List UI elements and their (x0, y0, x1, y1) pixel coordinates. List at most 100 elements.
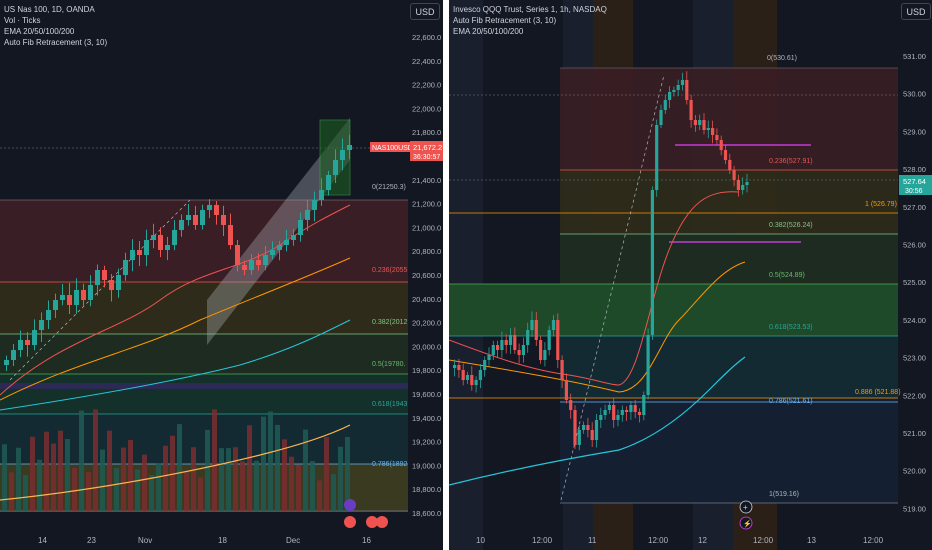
candle-body[interactable] (179, 220, 184, 230)
candle-body[interactable] (728, 160, 732, 170)
candle-body[interactable] (745, 182, 749, 185)
lightning-icon[interactable] (739, 516, 753, 530)
qqq-hourly-chart[interactable]: 531.00 530.00 529.00 528.00 527.00 526.00 525.… (449, 0, 932, 550)
candle-body[interactable] (487, 355, 491, 360)
event-icon[interactable] (344, 499, 356, 511)
candle-body[interactable] (698, 120, 702, 125)
candle-body[interactable] (465, 375, 470, 380)
candle-body[interactable] (461, 370, 465, 380)
candle-body[interactable] (298, 220, 303, 235)
candle-body[interactable] (513, 335, 517, 350)
candle-body[interactable] (347, 145, 352, 150)
candle-body[interactable] (603, 410, 607, 415)
candle-body[interactable] (521, 345, 525, 355)
candle-body[interactable] (67, 295, 72, 305)
candle-body[interactable] (39, 320, 44, 330)
candle-body[interactable] (137, 250, 142, 255)
candle-body[interactable] (228, 225, 233, 245)
candle-body[interactable] (60, 295, 65, 300)
candle-body[interactable] (685, 80, 689, 100)
candle-body[interactable] (18, 340, 23, 350)
candle-body[interactable] (123, 260, 128, 275)
candle-body[interactable] (470, 375, 474, 385)
candle-body[interactable] (326, 175, 331, 190)
pane-divider[interactable] (443, 0, 449, 550)
candle-body[interactable] (130, 250, 135, 260)
currency-button[interactable]: USD (410, 3, 440, 20)
candle-body[interactable] (564, 380, 568, 400)
candle-body[interactable] (158, 235, 163, 250)
candle-body[interactable] (478, 370, 482, 380)
candle-body[interactable] (172, 230, 177, 245)
volume-indicator-label[interactable]: Vol · Ticks (4, 16, 41, 25)
candle-body[interactable] (526, 330, 530, 345)
candle-body[interactable] (672, 90, 676, 92)
candle-body[interactable] (491, 345, 495, 355)
candle-body[interactable] (723, 150, 728, 160)
candle-body[interactable] (689, 100, 693, 120)
candle-body[interactable] (508, 335, 513, 345)
candle-body[interactable] (235, 245, 240, 265)
candle-body[interactable] (577, 430, 581, 445)
add-icon[interactable] (739, 500, 753, 514)
candle-body[interactable] (263, 255, 268, 265)
candle-body[interactable] (732, 170, 736, 180)
candle-body[interactable] (102, 270, 107, 280)
candle-body[interactable] (270, 250, 275, 255)
candle-body[interactable] (517, 350, 521, 355)
qqq-chart-canvas[interactable]: 531.00 530.00 529.00 528.00 527.00 526.00 525.… (449, 0, 932, 550)
candles[interactable] (453, 71, 749, 451)
candle-body[interactable] (319, 190, 324, 200)
candle-body[interactable] (668, 92, 672, 100)
nas100-daily-chart[interactable]: 22,600.0 22,400.0 22,200.0 22,000.0 21,800.0… (0, 0, 443, 550)
candle-body[interactable] (534, 320, 538, 340)
candle-body[interactable] (590, 430, 594, 440)
candle-body[interactable] (214, 205, 219, 215)
candle-body[interactable] (637, 412, 642, 415)
candle-body[interactable] (249, 260, 254, 270)
candle-body[interactable] (483, 360, 487, 370)
candle-body[interactable] (620, 410, 624, 415)
fib-indicator-label[interactable]: Auto Fib Retracement (3, 10) (453, 16, 557, 25)
candle-body[interactable] (25, 340, 30, 345)
candle-body[interactable] (586, 425, 590, 430)
candle-body[interactable] (693, 120, 697, 125)
symbol-title[interactable]: Invesco QQQ Trust, Series 1, 1h, NASDAQ (453, 5, 607, 14)
candle-body[interactable] (457, 365, 461, 370)
candle-body[interactable] (333, 160, 338, 175)
candle-body[interactable] (95, 270, 100, 285)
parallel-channel[interactable] (207, 118, 350, 345)
candle-body[interactable] (642, 395, 646, 415)
time-axis[interactable]: 14 23 Nov 18 Dec 16 (38, 536, 371, 545)
candle-body[interactable] (340, 150, 345, 160)
candle-body[interactable] (715, 135, 719, 140)
candle-body[interactable] (144, 240, 149, 255)
candle-body[interactable] (556, 320, 560, 360)
candle-body[interactable] (496, 345, 500, 350)
ema-indicator-label[interactable]: EMA 20/50/100/200 (4, 27, 75, 36)
candle-body[interactable] (453, 365, 457, 368)
price-axis[interactable]: 531.00 530.00 529.00 528.00 527.00 526.00 525.… (903, 52, 926, 513)
candle-body[interactable] (32, 330, 37, 345)
candle-body[interactable] (680, 80, 685, 85)
candle-body[interactable] (650, 190, 654, 335)
candle-body[interactable] (312, 200, 317, 210)
candle-body[interactable] (607, 405, 611, 410)
candle-body[interactable] (284, 240, 289, 245)
nas100-chart-canvas[interactable]: 22,600.0 22,400.0 22,200.0 22,000.0 21,800.0… (0, 0, 443, 550)
candle-body[interactable] (186, 215, 191, 220)
candle-body[interactable] (277, 245, 282, 250)
candle-body[interactable] (659, 110, 663, 125)
candle-body[interactable] (594, 420, 599, 440)
candle-body[interactable] (242, 265, 247, 270)
candle-body[interactable] (573, 410, 577, 445)
candle-body[interactable] (629, 405, 633, 412)
candle-body[interactable] (655, 125, 659, 190)
candle-body[interactable] (539, 340, 543, 360)
candle-body[interactable] (543, 350, 547, 360)
candle-body[interactable] (221, 215, 226, 225)
flag-icon[interactable] (366, 516, 378, 528)
candle-body[interactable] (193, 215, 198, 225)
candle-body[interactable] (719, 140, 723, 150)
candle-body[interactable] (291, 235, 296, 240)
